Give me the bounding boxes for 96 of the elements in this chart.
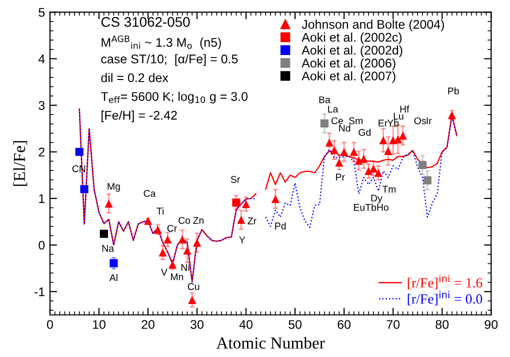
x-tick-label: 70: [386, 320, 400, 329]
annotation: Gd: [358, 128, 371, 136]
point: [364, 166, 373, 176]
annotation: Ce: [331, 117, 343, 124]
legend-label: Aoki et al. (2006): [302, 58, 396, 70]
annotation: Ti: [156, 207, 164, 214]
point: [100, 230, 108, 238]
legend-label: [r/Fe]$^{ini}$ = 0.0: [408, 290, 482, 306]
annotation: V: [160, 268, 168, 276]
annotation: Cr: [167, 224, 177, 232]
x-tick-label: 0: [46, 320, 53, 329]
annotation: EuTbHo: [354, 204, 388, 211]
annotation: [Fe/H] = -2.42: [102, 110, 177, 122]
point: [418, 160, 427, 169]
annotation: Nd: [339, 124, 350, 132]
point: [164, 235, 172, 244]
point: [144, 216, 152, 225]
point: [335, 158, 344, 167]
point: [75, 148, 84, 156]
point: [320, 119, 329, 128]
annotation: Er: [378, 120, 388, 126]
legend-label: [r/Fe]$^{ini}$ = 1.6: [408, 274, 482, 290]
y-tick-label: 1: [39, 194, 45, 203]
annotation: Zr: [248, 218, 256, 224]
point: [330, 146, 338, 154]
annotation: Tm: [382, 186, 396, 193]
y-tick-label: 0: [38, 240, 45, 250]
annotation: Y: [239, 236, 246, 244]
legend-label: Aoki et al. (2002c): [302, 32, 402, 44]
annotation: dil = 0.2 dex: [101, 72, 168, 82]
point: [271, 194, 280, 203]
point: [188, 296, 196, 304]
point: [192, 238, 202, 247]
annotation: Sr: [230, 176, 240, 183]
annotation: Na: [102, 245, 114, 252]
annotation: Hf: [400, 105, 410, 112]
annotation: Ca: [144, 190, 156, 197]
annotation: M$^{AGB}$$_{ini}$ ~ 1.3 M$_{o}$ (n5): [102, 35, 221, 50]
point: [360, 154, 368, 163]
annotation: Mn: [170, 273, 184, 280]
y-tick-label: 3: [38, 101, 45, 110]
x-tick-label: 30: [190, 320, 204, 329]
x-axis-title: Atomic Number: [216, 336, 325, 349]
annotation: Ir: [426, 117, 432, 124]
x-tick-label: 10: [93, 320, 106, 329]
point: [398, 132, 407, 140]
x-tick-label: 90: [484, 320, 498, 329]
point: [158, 248, 167, 257]
point: [232, 198, 240, 207]
annotation: Dy: [371, 194, 382, 204]
y-tick-label: 4: [38, 54, 45, 64]
x-tick-label: 40: [239, 320, 253, 329]
annotation: Pb: [448, 87, 459, 94]
annotation: Ba: [319, 96, 330, 104]
point: [178, 235, 186, 244]
chart-title: CS 31062-050: [101, 17, 190, 27]
legend-label: Aoki et al. (2007): [302, 71, 396, 83]
annotation: Co: [178, 216, 190, 224]
annotation: Pr: [336, 174, 345, 180]
annotation: Yb: [387, 119, 399, 127]
legend-label: Johnson and Bolte (2004): [302, 20, 444, 32]
y-tick-label: 5: [38, 8, 45, 17]
point: [325, 138, 334, 147]
annotation: T$_{eff}$= 5600 K; log$_{10}$ g = 3.0: [100, 92, 248, 104]
point: [80, 185, 88, 194]
point: [340, 148, 348, 156]
annotation: Al: [109, 274, 118, 282]
legend-label: Aoki et al. (2002d): [302, 45, 402, 58]
annotation: case ST/10; [α/Fe] = 0.5: [101, 54, 238, 66]
annotation: Mg: [108, 183, 120, 192]
point: [242, 200, 250, 208]
annotation: Ni: [181, 264, 190, 271]
point: [183, 246, 192, 255]
point: [423, 176, 432, 184]
x-tick-label: 80: [436, 320, 449, 329]
annotation: La: [328, 106, 338, 113]
y-axis-title: [El/Fe]: [13, 141, 28, 186]
annotation: Os: [414, 117, 426, 124]
y-tick-label: 2: [38, 148, 44, 156]
x-tick-label: 60: [338, 320, 351, 329]
point: [384, 146, 392, 155]
point: [354, 156, 363, 165]
annotation: Sm: [348, 117, 362, 124]
point: [379, 136, 388, 144]
annotation: Pd: [275, 222, 286, 230]
annotation: Zn: [193, 217, 204, 224]
annotation: Cu: [188, 283, 200, 290]
annotation: Lu: [394, 112, 404, 120]
y-tick-label: -1: [34, 288, 45, 296]
point: [350, 148, 358, 156]
point: [237, 216, 246, 224]
x-tick-label: 50: [288, 320, 302, 329]
point: [374, 168, 382, 177]
point: [104, 200, 113, 208]
x-tick-label: 20: [142, 320, 154, 329]
point: [110, 259, 118, 268]
